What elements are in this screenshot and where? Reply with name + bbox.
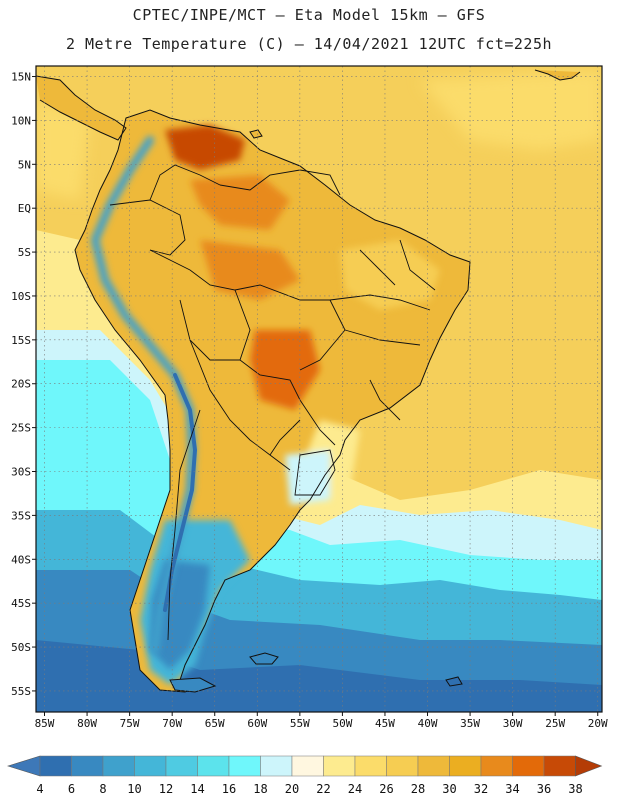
lat-label: 40S (11, 553, 31, 566)
colorbar-label: 10 (127, 782, 141, 796)
colorbar-swatch (291, 755, 324, 777)
colorbar-swatch (102, 755, 135, 777)
colorbar-label: 30 (442, 782, 456, 796)
lon-label: 30W (503, 717, 523, 730)
colorbar-label: 6 (68, 782, 75, 796)
latitude-labels: 15N 10N 5N EQ 5S 10S 15S 20S 25S 30S 35S 40S 45S 50S 5… (11, 71, 36, 698)
colorbar-arrow-high (575, 755, 603, 777)
lat-label: 25S (11, 422, 31, 435)
map-frame (35, 65, 603, 713)
colorbar-swatch (512, 755, 545, 777)
colorbar-label: 14 (190, 782, 204, 796)
lat-label: EQ (18, 202, 31, 215)
lat-label: 15N (11, 71, 31, 84)
lon-label: 60W (247, 717, 267, 730)
colorbar-label: 16 (222, 782, 236, 796)
ocean-patch-west (36, 100, 90, 200)
colorbar-swatch (197, 755, 230, 777)
colorbar (6, 755, 603, 777)
colorbar-swatch (323, 755, 356, 777)
caribbean-islands (534, 69, 581, 81)
colorbar-label: 12 (159, 782, 173, 796)
map-field (36, 66, 602, 712)
central-america (36, 76, 126, 140)
colorbar-label: 24 (348, 782, 362, 796)
lat-label: 35S (11, 509, 31, 522)
lon-label: 70W (162, 717, 182, 730)
hot-zone-pantanal (250, 330, 320, 410)
colorbar-label: 20 (285, 782, 299, 796)
ocean-coldest (36, 640, 602, 712)
island-trinidad (249, 129, 263, 139)
cool-zone-uruguay (285, 450, 330, 505)
colorbar-swatch (228, 755, 261, 777)
colorbar-label: 26 (379, 782, 393, 796)
colorbar-swatch (386, 755, 419, 777)
colorbar-label: 18 (253, 782, 267, 796)
colorbar-labels: 4 6 8 10 12 14 16 18 20 22 24 26 28 30 32 34 36 38 (36, 782, 582, 796)
map-title: CPTEC/INPE/MCT – Eta Model 15km – GFS (132, 6, 486, 24)
lat-label: 15S (11, 334, 31, 347)
colorbar-label: 32 (474, 782, 488, 796)
lat-label: 10N (11, 114, 31, 127)
country-borders (109, 164, 436, 641)
colorbar-swatch (354, 755, 387, 777)
lon-label: 20W (588, 717, 608, 730)
colorbar-swatch (134, 755, 167, 777)
colorbar-swatch (165, 755, 198, 777)
colorbar-label: 36 (537, 782, 551, 796)
lon-label: 85W (35, 717, 55, 730)
mild-zone-nordeste (340, 240, 440, 310)
colorbar-label: 34 (505, 782, 519, 796)
lon-label: 75W (120, 717, 140, 730)
colorbar-label: 4 (36, 782, 43, 796)
lon-label: 35W (460, 717, 480, 730)
colorbar-swatch (480, 755, 513, 777)
colorbar-swatch (71, 755, 104, 777)
colorbar-swatch (39, 755, 72, 777)
colorbar-label: 38 (568, 782, 582, 796)
lat-label: 50S (11, 641, 31, 654)
lat-label: 55S (11, 685, 31, 698)
lon-label: 40W (418, 717, 438, 730)
lon-label: 65W (205, 717, 225, 730)
colorbar-arrow-low (6, 755, 41, 777)
lat-label: 30S (11, 466, 31, 479)
colorbar-label: 22 (316, 782, 330, 796)
lat-label: 5N (18, 158, 31, 171)
lat-label: 45S (11, 597, 31, 610)
coastline-central-america (36, 75, 127, 141)
hot-zone-peru-brazil (200, 240, 300, 300)
hot-zone-venezuela (165, 125, 245, 170)
longitude-labels: 85W 80W 75W 70W 65W 60W 55W 50W 45W 40W 35W 30W 25W 2… (35, 712, 608, 730)
lon-label: 80W (77, 717, 97, 730)
lon-label: 25W (545, 717, 565, 730)
colorbar-swatch (417, 755, 450, 777)
south-georgia (445, 676, 463, 687)
colorbar-swatch (260, 755, 293, 777)
map-subtitle: 2 Metre Temperature (C) – 14/04/2021 12U… (65, 35, 553, 53)
coastline (74, 109, 471, 693)
lat-label: 10S (11, 290, 31, 303)
ocean-patch (420, 70, 602, 150)
tierra-del-fuego (169, 677, 217, 693)
colorbar-swatch (449, 755, 482, 777)
lat-label: 20S (11, 378, 31, 391)
lat-label: 5S (18, 246, 31, 259)
colorbar-swatch (543, 755, 576, 777)
lon-label: 50W (332, 717, 352, 730)
lon-label: 55W (290, 717, 310, 730)
colorbar-label: 28 (411, 782, 425, 796)
colorbar-label: 8 (99, 782, 106, 796)
lon-label: 45W (375, 717, 395, 730)
